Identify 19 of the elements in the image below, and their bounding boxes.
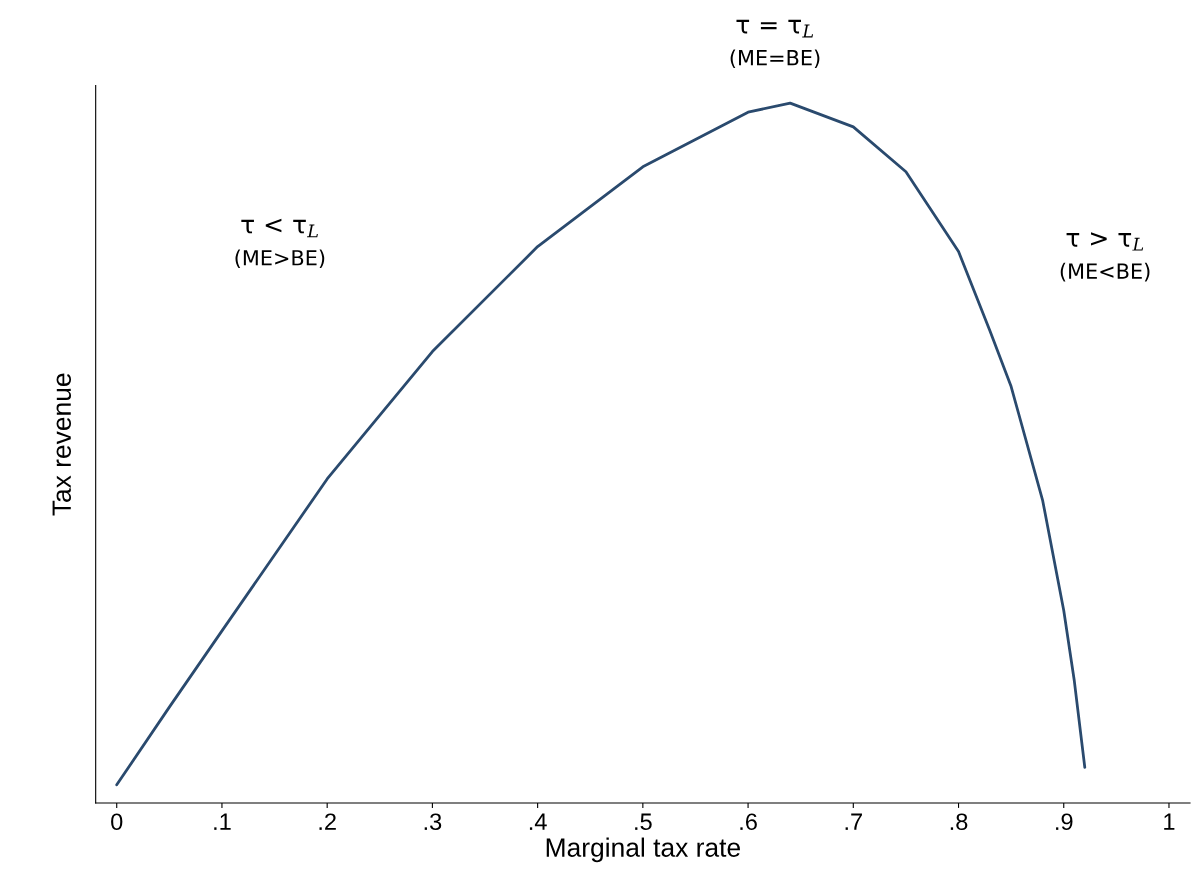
annotation: τ > τ$_{L}$ bbox=[1066, 232, 1144, 251]
annotation: (ME<BE) bbox=[1060, 262, 1150, 282]
x-tick-label: 1 bbox=[1164, 813, 1175, 830]
x-tick-label: .1 bbox=[214, 813, 231, 830]
text: τ = τ$_{L}$ bbox=[736, 19, 814, 38]
x-axis-title: Marginal tax rate bbox=[546, 837, 740, 863]
x-tick-label: .4 bbox=[529, 813, 547, 830]
x-tick-label: .2 bbox=[319, 813, 336, 830]
text: (ME=BE) bbox=[730, 49, 820, 69]
annotation: (ME>BE) bbox=[235, 249, 325, 269]
x-tick-label: .8 bbox=[950, 813, 968, 831]
x-tick-label: .3 bbox=[424, 813, 442, 831]
x-tick-label: .9 bbox=[1056, 813, 1073, 831]
x-tick-label: 0 bbox=[111, 813, 123, 831]
x-tick-label: .7 bbox=[845, 813, 862, 830]
annotation: τ < τ$_{L}$ bbox=[241, 218, 318, 238]
x-tick-label: .5 bbox=[635, 813, 652, 831]
y-axis-title: Tax revenue bbox=[52, 373, 72, 516]
x-tick-label: .6 bbox=[740, 813, 757, 831]
